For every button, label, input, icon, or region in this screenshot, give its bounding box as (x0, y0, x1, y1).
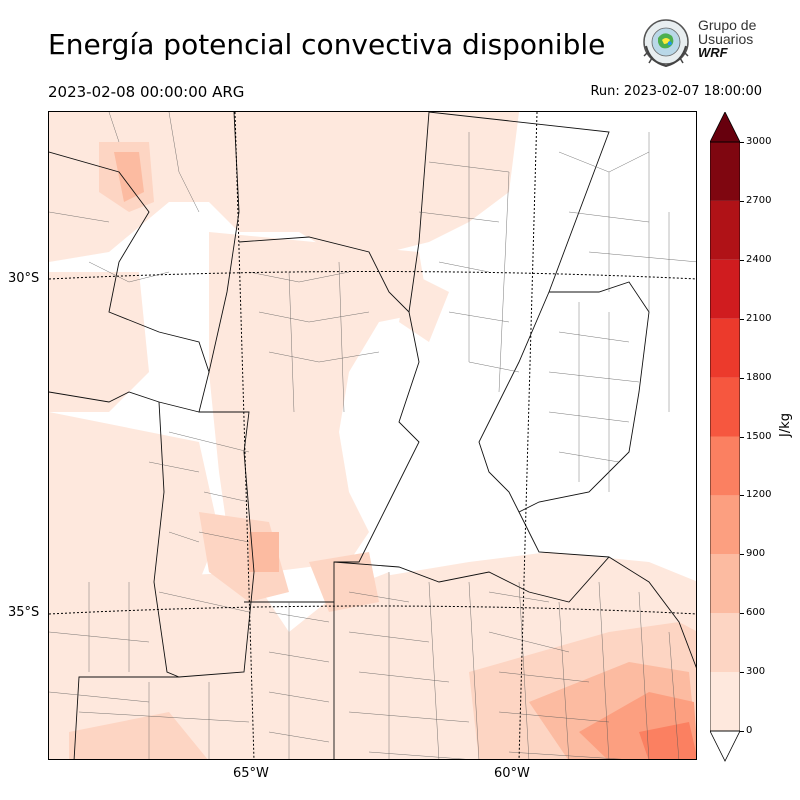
colorbar-tick-label: 600 (746, 607, 766, 619)
colorbar-tick-mark (740, 495, 744, 497)
colorbar-over-arrow (710, 112, 740, 143)
colorbar-segment (710, 672, 740, 731)
colorbar-segment (710, 259, 740, 319)
colorbar-segment (710, 495, 740, 555)
colorbar-tick-label: 0 (746, 725, 753, 736)
colorbar-segment (710, 318, 740, 378)
colorbar-tick-label: 300 (746, 666, 766, 678)
lat-label-35s: 35°S (8, 605, 40, 620)
colorbar-under-arrow (710, 730, 740, 762)
colorbar-tick-mark (740, 377, 744, 379)
colorbar-tick-mark (740, 554, 744, 556)
colorbar-tick-mark (740, 672, 744, 674)
colorbar-segment (710, 200, 740, 260)
colorbar-tick-mark (740, 731, 744, 732)
map-canvas (49, 112, 696, 759)
cape-map (48, 111, 697, 760)
department-boundaries (49, 112, 696, 759)
colorbar-segment (710, 377, 740, 437)
logo-line3: WRF (698, 45, 728, 60)
colorbar-tick-label: 1800 (746, 371, 772, 383)
colorbar-segment (710, 554, 740, 614)
colorbar-tick-mark (740, 142, 744, 143)
globe-emblem-icon (643, 19, 689, 68)
lat-label-30s: 30°S (8, 271, 40, 286)
map-title: Energía potencial convectiva disponible (48, 28, 606, 61)
colorbar-tick-mark (740, 318, 744, 320)
colorbar-tick-label: 2400 (746, 253, 772, 265)
graticule (49, 112, 696, 759)
colorbar-tick-label: 1500 (746, 430, 772, 442)
colorbar-tick-label: 2100 (746, 312, 772, 324)
logo-text: Grupo de Usuarios WRF (698, 18, 756, 60)
colorbar-tick-label: 900 (746, 548, 766, 560)
cape-shading (49, 112, 696, 759)
colorbar-units: J/kg (778, 413, 793, 437)
logo-line2: Usuarios (698, 31, 754, 47)
colorbar-tick-mark (740, 200, 744, 202)
run-time: Run: 2023-02-07 18:00:00 (590, 84, 762, 99)
lon-label-60w: 60°W (494, 766, 530, 781)
colorbar-segment (710, 436, 740, 496)
group-logo: Grupo de Usuarios WRF (638, 16, 768, 72)
colorbar-tick-label: 3000 (746, 136, 772, 147)
lon-label-65w: 65°W (233, 766, 269, 781)
colorbar (710, 112, 740, 762)
colorbar-segment (710, 142, 740, 201)
province-borders (49, 112, 696, 759)
colorbar-tick-mark (740, 613, 744, 615)
colorbar-tick-mark (740, 436, 744, 438)
colorbar-segment (710, 613, 740, 673)
colorbar-tick-label: 2700 (746, 194, 772, 206)
logo-line1: Grupo de (698, 17, 757, 33)
colorbar-tick-mark (740, 259, 744, 261)
colorbar-segments (710, 142, 740, 731)
colorbar-tick-label: 1200 (746, 489, 772, 501)
valid-time: 2023-02-08 00:00:00 ARG (48, 83, 245, 101)
colorbar-frame (710, 141, 740, 732)
